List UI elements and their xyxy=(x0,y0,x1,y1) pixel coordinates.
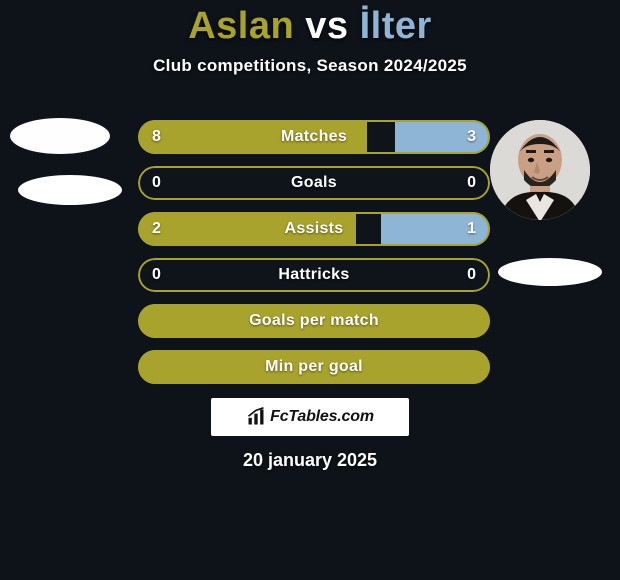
stat-row: Matches8 3 xyxy=(138,120,490,154)
stat-row: Assists2 1 xyxy=(138,212,490,246)
stats-bars: Matches83Goals00Assists21Hattricks00Goal… xyxy=(138,120,490,396)
stat-value-right: 3 xyxy=(467,120,476,154)
date-label: 20 january 2025 xyxy=(0,450,620,471)
title-left-player: Aslan xyxy=(188,5,294,47)
stat-row: Min per goal xyxy=(138,350,490,384)
page-title: Aslan vs İlter xyxy=(0,5,620,48)
stat-value-right: 0 xyxy=(467,166,476,200)
name-pill-left xyxy=(18,175,122,205)
avatar-left-placeholder xyxy=(10,118,110,154)
stat-row: Goals0 0 xyxy=(138,166,490,200)
subtitle: Club competitions, Season 2024/2025 xyxy=(0,56,620,76)
stat-label: Goals xyxy=(138,166,490,200)
stat-value-left: 2 xyxy=(152,212,161,246)
stat-label: Matches xyxy=(138,120,490,154)
stat-value-right: 1 xyxy=(467,212,476,246)
stat-value-left: 0 xyxy=(152,258,161,292)
stat-label: Min per goal xyxy=(138,350,490,384)
stat-row: Goals per match xyxy=(138,304,490,338)
stat-label: Goals per match xyxy=(138,304,490,338)
title-vs: vs xyxy=(294,5,359,47)
avatar-right xyxy=(490,120,590,220)
stat-label: Hattricks xyxy=(138,258,490,292)
stat-value-left: 8 xyxy=(152,120,161,154)
name-pill-right xyxy=(498,258,602,286)
avatar-right-image xyxy=(490,120,590,220)
title-right-player: İlter xyxy=(360,5,432,47)
stat-value-right: 0 xyxy=(467,258,476,292)
fctables-logo[interactable]: FcTables.com xyxy=(211,398,409,436)
stat-row: Hattricks0 0 xyxy=(138,258,490,292)
stat-label: Assists xyxy=(138,212,490,246)
stat-value-left: 0 xyxy=(152,166,161,200)
fctables-icon xyxy=(246,407,266,427)
fctables-text: FcTables.com xyxy=(270,408,374,426)
comparison-card: Aslan vs İlter Club competitions, Season… xyxy=(0,0,620,580)
